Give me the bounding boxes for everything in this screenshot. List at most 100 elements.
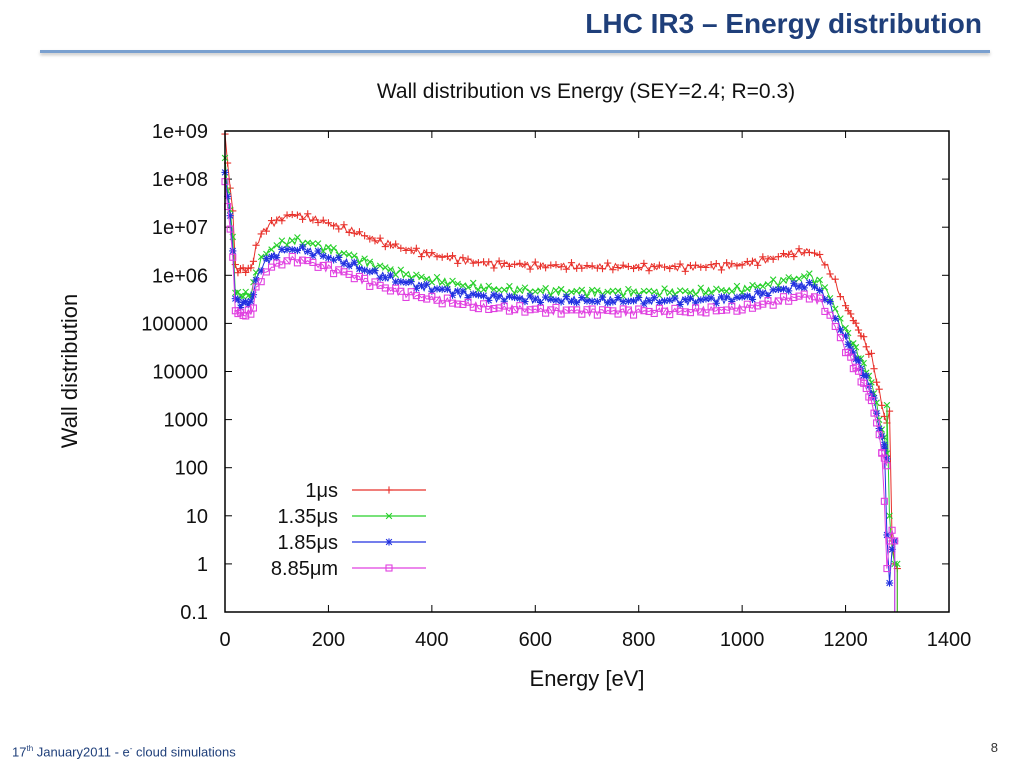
data-point xyxy=(464,284,472,291)
data-point xyxy=(371,237,379,245)
chart-title: Wall distribution vs Energy (SEY=2.4; R=… xyxy=(377,80,795,103)
data-point xyxy=(655,261,663,269)
data-point xyxy=(319,261,327,269)
data-point xyxy=(249,304,257,312)
data-point xyxy=(366,235,374,243)
data-point xyxy=(666,311,674,319)
data-point xyxy=(485,305,493,313)
data-point xyxy=(831,275,839,283)
slide-title: LHC IR3 – Energy distribution xyxy=(585,8,982,39)
data-point xyxy=(860,333,868,341)
data-point xyxy=(748,257,757,265)
data-point xyxy=(598,293,607,301)
data-point xyxy=(438,279,446,286)
data-point xyxy=(267,217,276,225)
data-point xyxy=(304,247,312,256)
data-point xyxy=(645,287,653,295)
data-point xyxy=(536,298,545,307)
data-point xyxy=(692,304,700,312)
data-point xyxy=(299,256,307,264)
data-point xyxy=(495,286,503,294)
data-point xyxy=(428,292,436,300)
data-point xyxy=(335,266,343,274)
x-tick-label: 200 xyxy=(312,629,345,651)
y-tick-label: 0.1 xyxy=(180,602,208,624)
footer-electron-sup: - xyxy=(129,744,133,753)
footer-topic: cloud simulations xyxy=(132,744,236,760)
data-point xyxy=(821,261,829,269)
data-point xyxy=(769,255,777,263)
data-point xyxy=(531,305,539,313)
data-point xyxy=(635,293,643,302)
data-point xyxy=(562,265,570,273)
plot-frame xyxy=(224,130,950,613)
data-point xyxy=(351,252,358,260)
data-point xyxy=(567,297,576,305)
data-point xyxy=(717,266,726,274)
data-point xyxy=(883,462,891,470)
data-point xyxy=(862,343,870,351)
data-point xyxy=(234,269,242,277)
data-point xyxy=(728,260,736,268)
data-point xyxy=(480,286,487,293)
data-point xyxy=(625,285,632,293)
y-axis-label: Wall distribution xyxy=(57,294,82,448)
data-point xyxy=(854,367,863,375)
data-point xyxy=(304,239,312,247)
data-point xyxy=(718,286,725,294)
data-point xyxy=(795,275,803,283)
data-point xyxy=(878,449,886,457)
data-point xyxy=(412,292,420,300)
data-point xyxy=(619,261,627,269)
data-point xyxy=(702,289,710,297)
series-line xyxy=(224,134,898,569)
data-point xyxy=(733,282,741,290)
data-point xyxy=(239,293,247,300)
data-point xyxy=(459,254,467,262)
data-point xyxy=(376,262,384,270)
data-point xyxy=(800,273,808,280)
data-point xyxy=(340,250,348,257)
data-point xyxy=(443,252,451,261)
data-point xyxy=(495,257,503,265)
data-point xyxy=(573,287,580,295)
data-point xyxy=(413,271,420,278)
y-tick-label: 100000 xyxy=(141,313,208,335)
data-point xyxy=(697,284,705,292)
data-point xyxy=(754,302,762,310)
data-point xyxy=(402,278,410,287)
data-point xyxy=(733,307,741,315)
data-point xyxy=(511,260,519,268)
data-point xyxy=(542,284,549,292)
data-point xyxy=(552,261,560,269)
data-point xyxy=(754,283,761,290)
data-point xyxy=(397,266,405,273)
footer-date-suffix: th xyxy=(26,744,34,753)
data-point xyxy=(681,287,689,295)
data-point xyxy=(630,288,637,295)
data-point xyxy=(841,302,850,310)
data-point xyxy=(459,287,467,295)
data-point xyxy=(330,270,338,278)
data-point xyxy=(355,228,364,236)
data-point xyxy=(629,311,638,319)
data-point xyxy=(702,309,710,317)
data-point xyxy=(650,294,658,302)
data-point xyxy=(728,288,736,295)
data-point xyxy=(268,246,275,253)
footer-date: 17 xyxy=(12,744,27,760)
data-point xyxy=(800,290,808,298)
data-point xyxy=(552,287,560,294)
data-point xyxy=(676,307,684,315)
data-point xyxy=(645,307,653,316)
data-point xyxy=(288,237,296,244)
data-point xyxy=(826,311,834,319)
data-point xyxy=(650,262,658,271)
data-point xyxy=(774,297,782,305)
legend: 1μs 1.35μs 1.85μs 8.85μm xyxy=(271,480,426,580)
data-point xyxy=(816,286,824,295)
legend-label: 8.85μm xyxy=(271,558,338,580)
y-tick-label: 100 xyxy=(175,458,208,480)
data-point xyxy=(671,262,679,271)
